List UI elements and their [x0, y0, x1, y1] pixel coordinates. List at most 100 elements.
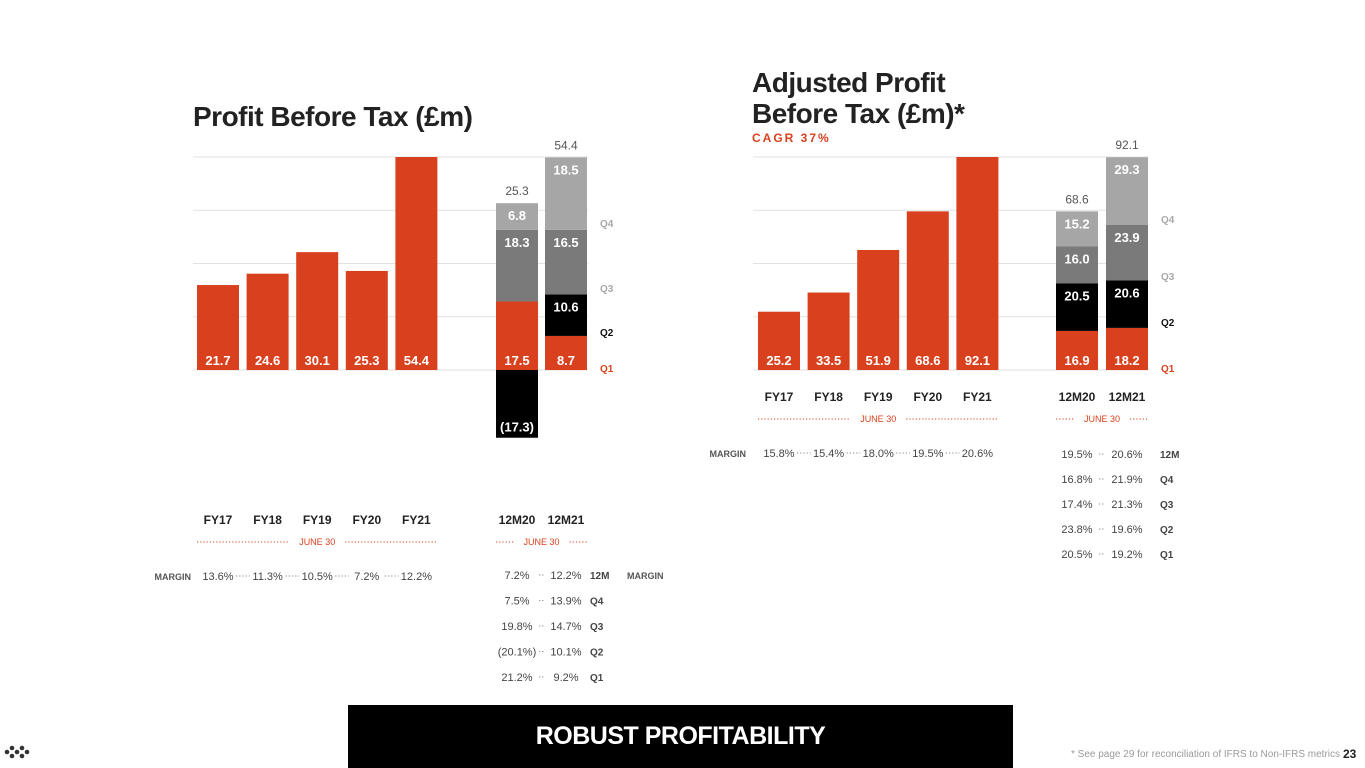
x-category-label: FY17: [204, 513, 233, 527]
stacked-segment-q1: [496, 301, 538, 370]
pbt-chart: 21.7 FY17 24.6 FY18 30.1 FY19 25.3 FY20 54.4 FY21…: [155, 138, 664, 684]
quarter-side-label: Q2: [1161, 318, 1175, 329]
margin-value: 12.2%: [550, 570, 581, 582]
margin-value: 21.3%: [1111, 499, 1142, 511]
stacked-segment-q1: [1106, 327, 1148, 370]
stacked-segment-q3: [1106, 224, 1148, 281]
margin-value: 19.2%: [1111, 549, 1142, 561]
margin-value: 7.5%: [504, 596, 529, 608]
stacked-segment-q1: [1056, 330, 1098, 370]
margin-value: 15.4%: [813, 448, 844, 460]
margin-value: 10.5%: [302, 571, 333, 583]
margin-label: MARGIN: [627, 571, 664, 581]
segment-value-label: 16.0: [1064, 252, 1089, 267]
bar-value-label: 25.2: [766, 353, 791, 368]
margin-value: 7.2%: [504, 570, 529, 582]
annual-bar: [197, 285, 239, 370]
group-label: JUNE 30: [523, 537, 559, 547]
stacked-segment-q3: [496, 229, 538, 302]
group-label: JUNE 30: [1084, 414, 1120, 424]
segment-value-label: 17.5: [504, 353, 529, 368]
margin-value: 20.6%: [962, 448, 993, 460]
quarter-side-label: Q3: [600, 284, 614, 295]
page-number: 23: [1343, 747, 1357, 761]
annual-bar: [906, 211, 949, 370]
x-category-label: FY20: [352, 513, 381, 527]
stacked-total-label: 54.4: [554, 138, 578, 152]
margin-value: 19.6%: [1111, 524, 1142, 536]
margin-value: 10.1%: [550, 647, 581, 659]
adj-pbt-chart: 25.2 FY17 33.5 FY18 51.9 FY19 68.6 FY20 92.1 FY21…: [710, 138, 1180, 561]
segment-value-label: 29.3: [1114, 162, 1139, 177]
margin-value: 17.4%: [1061, 499, 1092, 511]
quarter-side-label: Q4: [1161, 215, 1175, 226]
stacked-total-label: 92.1: [1115, 138, 1139, 152]
margin-row-label: Q2: [590, 648, 604, 659]
robust-profitability-banner: ROBUST PROFITABILITY: [348, 705, 1013, 768]
margin-value: 9.2%: [553, 672, 578, 684]
stacked-total-label: 68.6: [1065, 192, 1089, 206]
segment-value-label: 18.5: [553, 162, 578, 177]
segment-value-label: 16.5: [553, 235, 578, 250]
x-category-label: 12M21: [548, 513, 585, 527]
margin-value: 21.9%: [1111, 474, 1142, 486]
x-category-label: 12M21: [1109, 390, 1146, 404]
margin-value: 19.5%: [912, 448, 943, 460]
margin-value: 16.8%: [1061, 474, 1092, 486]
dots-logo-icon: [4, 745, 30, 759]
margin-value: 11.3%: [252, 571, 283, 583]
segment-value-label: 15.2: [1064, 216, 1089, 231]
stacked-segment-q4: [496, 203, 538, 230]
margin-value: 21.2%: [501, 672, 532, 684]
x-category-label: FY21: [963, 390, 992, 404]
bar-value-label: 92.1: [965, 353, 990, 368]
annual-bar: [956, 157, 999, 370]
margin-value: 23.8%: [1061, 524, 1092, 536]
margin-row-label: Q3: [590, 622, 604, 633]
margin-value: 15.8%: [763, 448, 794, 460]
segment-value-label: (17.3): [500, 420, 534, 435]
annual-bar: [758, 311, 800, 370]
x-category-label: FY19: [864, 390, 893, 404]
margin-value: 19.8%: [501, 621, 532, 633]
stacked-segment-q4: [545, 157, 587, 230]
margin-value: 19.5%: [1061, 449, 1092, 461]
margin-label: MARGIN: [155, 572, 192, 582]
group-label: JUNE 30: [860, 414, 896, 424]
x-category-label: FY18: [253, 513, 282, 527]
stacked-segment-q4: [1056, 211, 1098, 247]
x-category-label: FY21: [402, 513, 431, 527]
adj-pbt-chart-title: Adjusted Profit Before Tax (£m)*: [752, 67, 965, 129]
footnote: * See page 29 for reconciliation of IFRS…: [1071, 749, 1341, 760]
bar-value-label: 24.6: [255, 353, 280, 368]
segment-value-label: 8.7: [557, 353, 575, 368]
margin-value: 13.9%: [550, 596, 581, 608]
stacked-segment-q4: [1106, 157, 1148, 225]
margin-value: 7.2%: [354, 571, 379, 583]
stacked-segment-q3: [1056, 246, 1098, 284]
stacked-segment-q2: [496, 370, 538, 438]
annual-bar: [807, 292, 850, 370]
segment-value-label: 18.3: [504, 235, 529, 250]
segment-value-label: 20.5: [1064, 289, 1089, 304]
margin-row-label: Q2: [1160, 525, 1174, 536]
x-category-label: FY20: [913, 390, 942, 404]
margin-value: 18.0%: [863, 448, 894, 460]
bar-value-label: 21.7: [205, 353, 230, 368]
margin-row-label: Q1: [590, 673, 604, 684]
cagr-subtitle: CAGR 37%: [752, 131, 831, 145]
margin-value: (20.1%): [498, 647, 537, 659]
segment-value-label: 16.9: [1064, 353, 1089, 368]
annual-bar: [296, 252, 339, 370]
annual-bar: [345, 270, 388, 370]
bar-value-label: 33.5: [816, 353, 841, 368]
margin-row-label: 12M: [590, 571, 609, 582]
margin-value: 20.5%: [1061, 549, 1092, 561]
pbt-chart-title: Profit Before Tax (£m): [193, 101, 473, 132]
margin-row-label: Q4: [590, 597, 604, 608]
margin-row-label: 12M: [1160, 450, 1179, 461]
x-category-label: FY19: [303, 513, 332, 527]
margin-row-label: Q4: [1160, 475, 1174, 486]
annual-bar: [246, 273, 289, 370]
margin-value: 20.6%: [1111, 449, 1142, 461]
